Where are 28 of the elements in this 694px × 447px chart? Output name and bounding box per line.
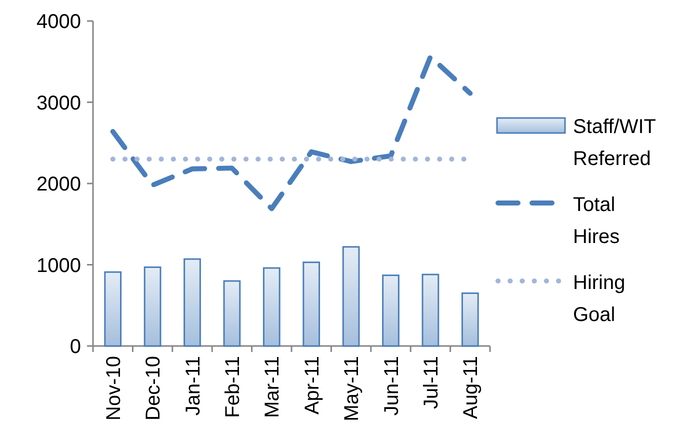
bar [144, 266, 162, 347]
bar [262, 267, 280, 347]
x-tick-label: Dec-10 [142, 356, 165, 420]
bar [184, 258, 201, 347]
bar [223, 280, 241, 347]
x-tick-label: Feb-11 [222, 356, 244, 418]
bar [422, 274, 440, 347]
bar [342, 246, 360, 347]
bar [382, 274, 400, 347]
y-tick-label: 1000 [36, 254, 81, 277]
x-tick-label: Nov-10 [102, 356, 125, 420]
legend-label: Total Hires [573, 194, 620, 248]
x-tick-label: Jan-11 [182, 356, 204, 416]
x-tick-label: May-11 [341, 356, 364, 422]
y-tick-label: 2000 [36, 174, 81, 196]
x-tick-label: Jul-11 [420, 356, 442, 409]
bar [104, 271, 122, 347]
x-tick-label: Jun-11 [380, 356, 403, 416]
x-tick-label: Mar-11 [262, 356, 284, 418]
y-tick-label: 0 [70, 336, 81, 358]
bar [461, 292, 479, 347]
bar [302, 262, 320, 347]
legend-label: Staff/WIT Referred [573, 116, 656, 170]
y-tick-label: 3000 [36, 92, 81, 114]
y-tick-label: 4000 [36, 11, 81, 33]
x-tick-label: Aug-11 [460, 356, 482, 420]
legend-label: Hiring Goal [573, 272, 626, 326]
x-tick-label: Apr-11 [301, 356, 324, 415]
